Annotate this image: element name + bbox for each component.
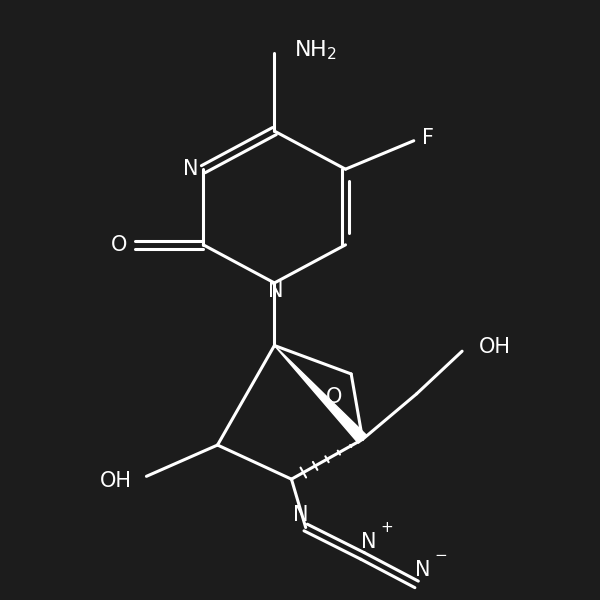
Text: N: N (415, 560, 430, 580)
Text: N: N (183, 159, 199, 179)
Text: N: N (293, 505, 309, 525)
Text: OH: OH (100, 471, 132, 491)
Text: F: F (422, 128, 434, 148)
Text: OH: OH (479, 337, 511, 356)
Text: N: N (361, 532, 376, 552)
Text: NH$_2$: NH$_2$ (295, 38, 337, 62)
Text: N: N (268, 281, 284, 301)
Text: O: O (326, 386, 343, 407)
Text: +: + (380, 520, 393, 535)
Text: O: O (111, 235, 127, 255)
Text: −: − (434, 548, 447, 563)
Polygon shape (274, 346, 367, 443)
